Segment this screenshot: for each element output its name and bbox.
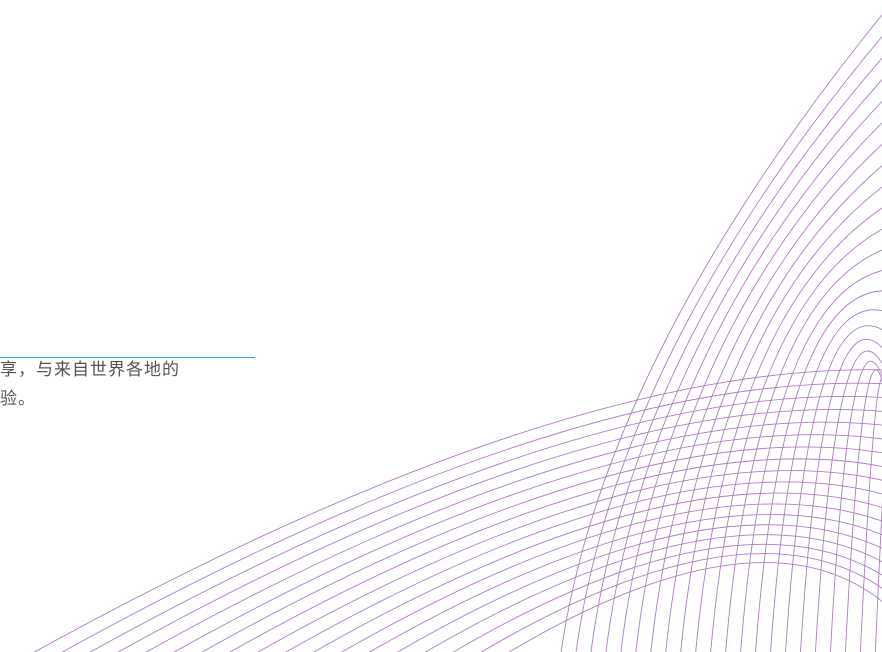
- decor-curve: [800, 339, 882, 652]
- decor-curve: [830, 361, 882, 652]
- decor-curve: [680, 181, 882, 652]
- decor-curve: [48, 383, 882, 652]
- decor-curve: [560, 5, 882, 652]
- decor-curve: [132, 422, 882, 652]
- decor-curve: [496, 563, 882, 652]
- decor-curve: [710, 225, 882, 652]
- decor-curve: [620, 93, 882, 652]
- decor-curve: [76, 396, 882, 652]
- decor-curve: [216, 459, 882, 652]
- decor-curve: [188, 447, 882, 652]
- decor-curve: [605, 71, 882, 652]
- decor-curve: [845, 370, 882, 652]
- decor-curve: [160, 435, 882, 652]
- decor-curve: [695, 203, 882, 652]
- decor-curve: [440, 544, 882, 652]
- body-text: 享，与来自世界各地的 验。: [0, 356, 180, 414]
- decor-curve: [468, 554, 882, 652]
- decor-curve: [590, 49, 882, 652]
- decor-art: [0, 0, 882, 652]
- decor-curve: [770, 310, 882, 652]
- decor-curve: [650, 137, 882, 652]
- page: 享，与来自世界各地的 验。 (() => { const data = JSON…: [0, 0, 882, 652]
- decor-curve: [412, 535, 882, 652]
- text-line: 享，与来自世界各地的: [0, 356, 180, 385]
- text-line: 验。: [0, 385, 180, 414]
